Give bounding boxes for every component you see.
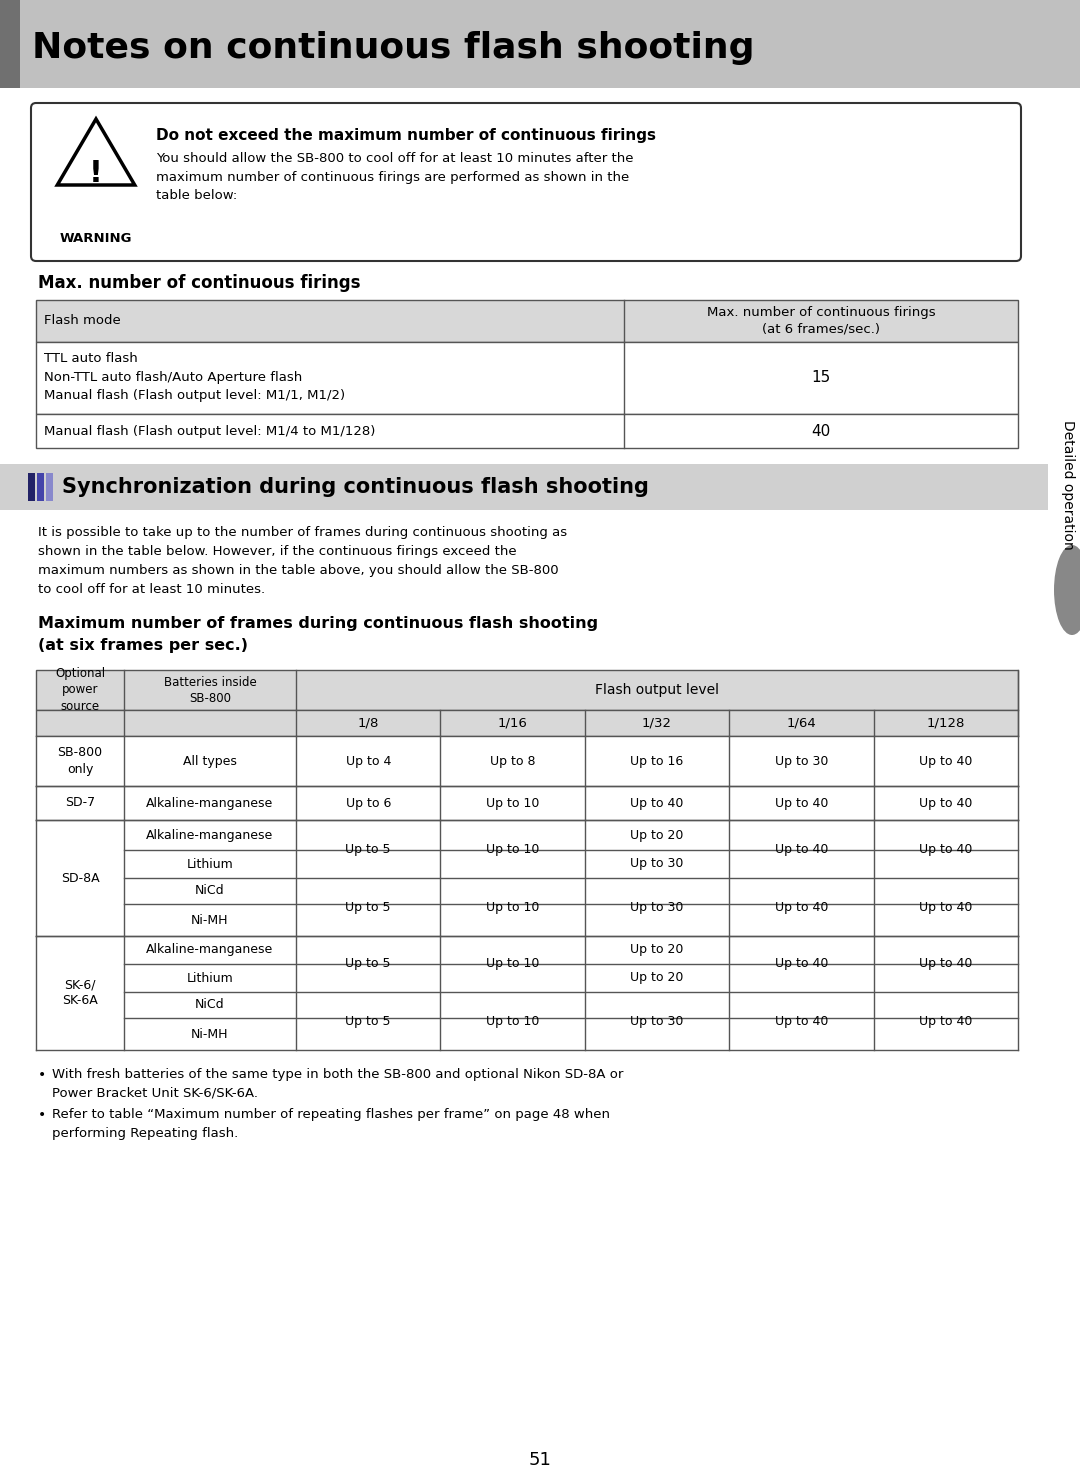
Bar	[36, 670, 1018, 710]
Text: Maximum number of frames during continuous flash shooting: Maximum number of frames during continuo…	[38, 615, 598, 630]
Text: Up to 30: Up to 30	[631, 857, 684, 871]
Text: Lithium: Lithium	[187, 971, 233, 985]
Text: Up to 6: Up to 6	[346, 796, 391, 810]
Text: 51: 51	[528, 1450, 552, 1470]
Text: Up to 40: Up to 40	[774, 1014, 828, 1028]
Text: Ni-MH: Ni-MH	[191, 1028, 229, 1041]
Text: Up to 10: Up to 10	[486, 900, 539, 914]
Bar	[36, 414, 1018, 448]
Text: Up to 40: Up to 40	[774, 958, 828, 970]
Text: Up to 8: Up to 8	[490, 755, 536, 768]
Text: You should allow the SB-800 to cool off for at least 10 minutes after the
maximu: You should allow the SB-800 to cool off …	[156, 151, 634, 202]
Text: All types: All types	[184, 755, 237, 768]
FancyBboxPatch shape	[31, 102, 1021, 261]
Text: !: !	[89, 159, 103, 187]
Text: 1/32: 1/32	[642, 716, 672, 730]
Text: NiCd: NiCd	[195, 884, 225, 897]
Text: 15: 15	[811, 371, 831, 386]
Text: Alkaline-manganese: Alkaline-manganese	[147, 943, 273, 957]
Text: Up to 30: Up to 30	[631, 1014, 684, 1028]
Ellipse shape	[1054, 544, 1080, 635]
Text: Up to 10: Up to 10	[486, 1014, 539, 1028]
Text: Batteries inside
SB-800: Batteries inside SB-800	[164, 675, 256, 704]
Text: With fresh batteries of the same type in both the SB-800 and optional Nikon SD-8: With fresh batteries of the same type in…	[52, 1068, 623, 1099]
Text: Up to 10: Up to 10	[486, 796, 539, 810]
Text: Max. number of continuous firings
(at 6 frames/sec.): Max. number of continuous firings (at 6 …	[706, 305, 935, 337]
Text: Alkaline-manganese: Alkaline-manganese	[147, 796, 273, 810]
Text: 1/128: 1/128	[927, 716, 966, 730]
Text: Up to 5: Up to 5	[346, 958, 391, 970]
Bar	[36, 820, 1018, 936]
Text: Up to 40: Up to 40	[919, 842, 972, 856]
Text: Lithium: Lithium	[187, 857, 233, 871]
Text: NiCd: NiCd	[195, 998, 225, 1011]
Text: Flash mode: Flash mode	[44, 314, 121, 328]
Text: Up to 40: Up to 40	[631, 796, 684, 810]
Text: Up to 20: Up to 20	[631, 943, 684, 957]
Text: Manual flash (Flash output level: M1/4 to M1/128): Manual flash (Flash output level: M1/4 t…	[44, 424, 376, 437]
Text: Up to 4: Up to 4	[346, 755, 391, 768]
Text: WARNING: WARNING	[59, 231, 132, 245]
Text: Up to 5: Up to 5	[346, 900, 391, 914]
Text: Flash output level: Flash output level	[595, 684, 719, 697]
Text: Up to 20: Up to 20	[631, 971, 684, 985]
Bar	[0, 0, 21, 87]
Text: SD-8A: SD-8A	[60, 872, 99, 884]
Text: Up to 40: Up to 40	[919, 755, 972, 768]
Text: 1/64: 1/64	[786, 716, 816, 730]
Bar	[36, 300, 1018, 343]
Bar	[36, 343, 1018, 414]
Bar	[36, 786, 1018, 820]
Text: SK-6/
SK-6A: SK-6/ SK-6A	[63, 979, 98, 1007]
Text: 1/8: 1/8	[357, 716, 379, 730]
Text: Refer to table “Maximum number of repeating flashes per frame” on page 48 when
p: Refer to table “Maximum number of repeat…	[52, 1108, 610, 1139]
Text: Up to 40: Up to 40	[774, 900, 828, 914]
Bar	[37, 473, 44, 501]
Bar	[36, 936, 1018, 1050]
Text: (at six frames per sec.): (at six frames per sec.)	[38, 638, 248, 653]
Text: Optional
power
source: Optional power source	[55, 667, 105, 712]
Text: SB-800
only: SB-800 only	[57, 746, 103, 776]
Text: Up to 40: Up to 40	[919, 958, 972, 970]
Text: Up to 10: Up to 10	[486, 958, 539, 970]
Text: 40: 40	[811, 424, 831, 439]
Text: Do not exceed the maximum number of continuous firings: Do not exceed the maximum number of cont…	[156, 128, 656, 142]
Bar	[28, 473, 35, 501]
Text: Up to 5: Up to 5	[346, 1014, 391, 1028]
Text: Up to 40: Up to 40	[919, 1014, 972, 1028]
Text: Up to 40: Up to 40	[919, 900, 972, 914]
Text: Up to 5: Up to 5	[346, 842, 391, 856]
Text: Ni-MH: Ni-MH	[191, 914, 229, 927]
Text: Up to 40: Up to 40	[919, 796, 972, 810]
Bar	[36, 710, 1018, 736]
Text: Alkaline-manganese: Alkaline-manganese	[147, 829, 273, 841]
Text: Up to 10: Up to 10	[486, 842, 539, 856]
Text: Max. number of continuous firings: Max. number of continuous firings	[38, 274, 361, 292]
Polygon shape	[57, 119, 135, 185]
Bar	[0, 0, 1080, 87]
Bar	[0, 464, 1048, 510]
Text: Detailed operation: Detailed operation	[1061, 420, 1075, 550]
Text: 1/16: 1/16	[498, 716, 527, 730]
Bar	[36, 736, 1018, 786]
Text: •: •	[38, 1108, 46, 1123]
Bar	[46, 473, 53, 501]
Text: Up to 20: Up to 20	[631, 829, 684, 841]
Text: Synchronization during continuous flash shooting: Synchronization during continuous flash …	[62, 478, 649, 497]
Text: Up to 16: Up to 16	[631, 755, 684, 768]
Text: SD-7: SD-7	[65, 796, 95, 810]
Text: •: •	[38, 1068, 46, 1083]
Text: TTL auto flash
Non-TTL auto flash/Auto Aperture flash
Manual flash (Flash output: TTL auto flash Non-TTL auto flash/Auto A…	[44, 351, 346, 402]
Text: It is possible to take up to the number of frames during continuous shooting as
: It is possible to take up to the number …	[38, 526, 567, 596]
Text: Up to 30: Up to 30	[774, 755, 828, 768]
Text: Up to 40: Up to 40	[774, 796, 828, 810]
Text: Up to 40: Up to 40	[774, 842, 828, 856]
Text: Up to 30: Up to 30	[631, 900, 684, 914]
Text: Notes on continuous flash shooting: Notes on continuous flash shooting	[32, 31, 755, 65]
